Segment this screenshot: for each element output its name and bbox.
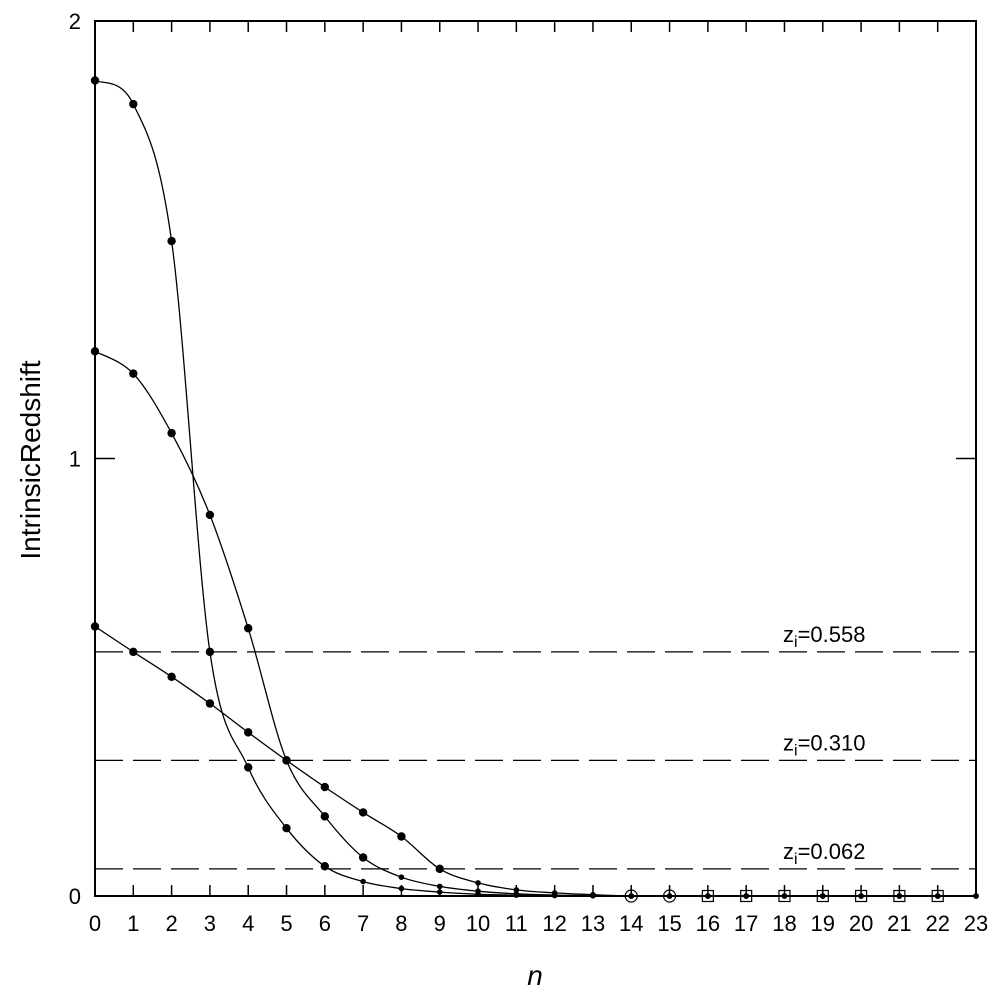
x-tick-label-13: 13 <box>581 911 605 936</box>
series-0-point-4 <box>244 763 253 772</box>
x-tick-label-18: 18 <box>772 911 796 936</box>
series-2-point-0 <box>90 622 100 631</box>
x-tick-label-11: 11 <box>505 911 528 936</box>
series-0-point-6 <box>320 862 330 871</box>
series-2-point-3 <box>205 699 215 708</box>
series-2-point-5 <box>282 756 291 765</box>
x-tick-label-16: 16 <box>696 911 720 936</box>
reference-line-label-2: zi=0.062 <box>783 839 865 868</box>
y-axis-title: IntrinsicRedshift <box>15 360 46 559</box>
series-2-point-10 <box>475 880 481 886</box>
x-tick-label-9: 9 <box>434 911 446 936</box>
x-tick-label-19: 19 <box>811 911 835 936</box>
series-1-point-4 <box>244 624 253 633</box>
series-0-line <box>94 79 976 897</box>
series-0-point-2 <box>167 236 176 246</box>
x-tick-label-4: 4 <box>242 911 254 936</box>
x-tick-label-5: 5 <box>280 911 292 936</box>
x-tick-label-3: 3 <box>204 911 216 936</box>
series-0-point-3 <box>205 647 215 657</box>
reference-line-label-1: zi=0.310 <box>783 730 865 759</box>
series-1-point-1 <box>129 369 138 378</box>
series-1-point-0 <box>90 347 100 356</box>
series-1-point-6 <box>320 812 330 821</box>
x-tick-label-20: 20 <box>849 911 873 936</box>
series-2-point-2 <box>167 672 176 682</box>
x-tick-label-8: 8 <box>395 911 407 936</box>
series-1-point-3 <box>205 510 215 520</box>
series-2-point-8 <box>397 832 406 841</box>
reference-line-label-0: zi=0.558 <box>783 622 865 651</box>
y-tick-label-1: 1 <box>69 447 81 472</box>
series-1-point-8 <box>398 874 405 880</box>
x-tick-label-23: 23 <box>964 911 988 936</box>
series-2-point-4 <box>244 728 253 737</box>
x-tick-label-22: 22 <box>925 911 949 936</box>
ticks-layer <box>94 20 977 897</box>
tick-labels: 0 1 2 3 4 5 6 7 8 9 10 11 12 13 14 15 16 17 18 19 20 21 22 2301… <box>69 9 988 936</box>
x-tick-label-0: 0 <box>89 911 101 936</box>
x-tick-label-1: 1 <box>127 911 139 936</box>
x-tick-label-7: 7 <box>357 911 369 936</box>
series-2-point-7 <box>358 808 368 817</box>
x-tick-label-14: 14 <box>619 911 643 936</box>
series-2-point-9 <box>435 864 444 874</box>
series-2-point-1 <box>129 647 138 657</box>
x-tick-label-15: 15 <box>657 911 681 936</box>
plot-frame <box>94 20 977 897</box>
x-tick-label-6: 6 <box>319 911 331 936</box>
series-2-point-6 <box>320 782 330 792</box>
series-layer <box>90 76 979 903</box>
x-tick-label-21: 21 <box>887 911 911 936</box>
x-axis-title: n <box>527 960 543 991</box>
series-0-point-1 <box>129 99 138 109</box>
x-tick-label-10: 10 <box>466 911 490 936</box>
reference-lines: zi=0.558 zi=0.310 zi=0.062 <box>95 622 976 870</box>
series-0-point-0 <box>90 76 100 85</box>
x-tick-label-17: 17 <box>734 911 758 936</box>
x-tick-label-2: 2 <box>165 911 177 936</box>
series-1-point-2 <box>167 428 176 438</box>
y-tick-label-2: 2 <box>69 9 81 34</box>
series-0-point-5 <box>282 823 291 833</box>
y-tick-label-0: 0 <box>69 884 81 909</box>
x-tick-label-12: 12 <box>542 911 566 936</box>
series-0-point-7 <box>360 878 366 885</box>
series-1-point-7 <box>358 853 368 862</box>
